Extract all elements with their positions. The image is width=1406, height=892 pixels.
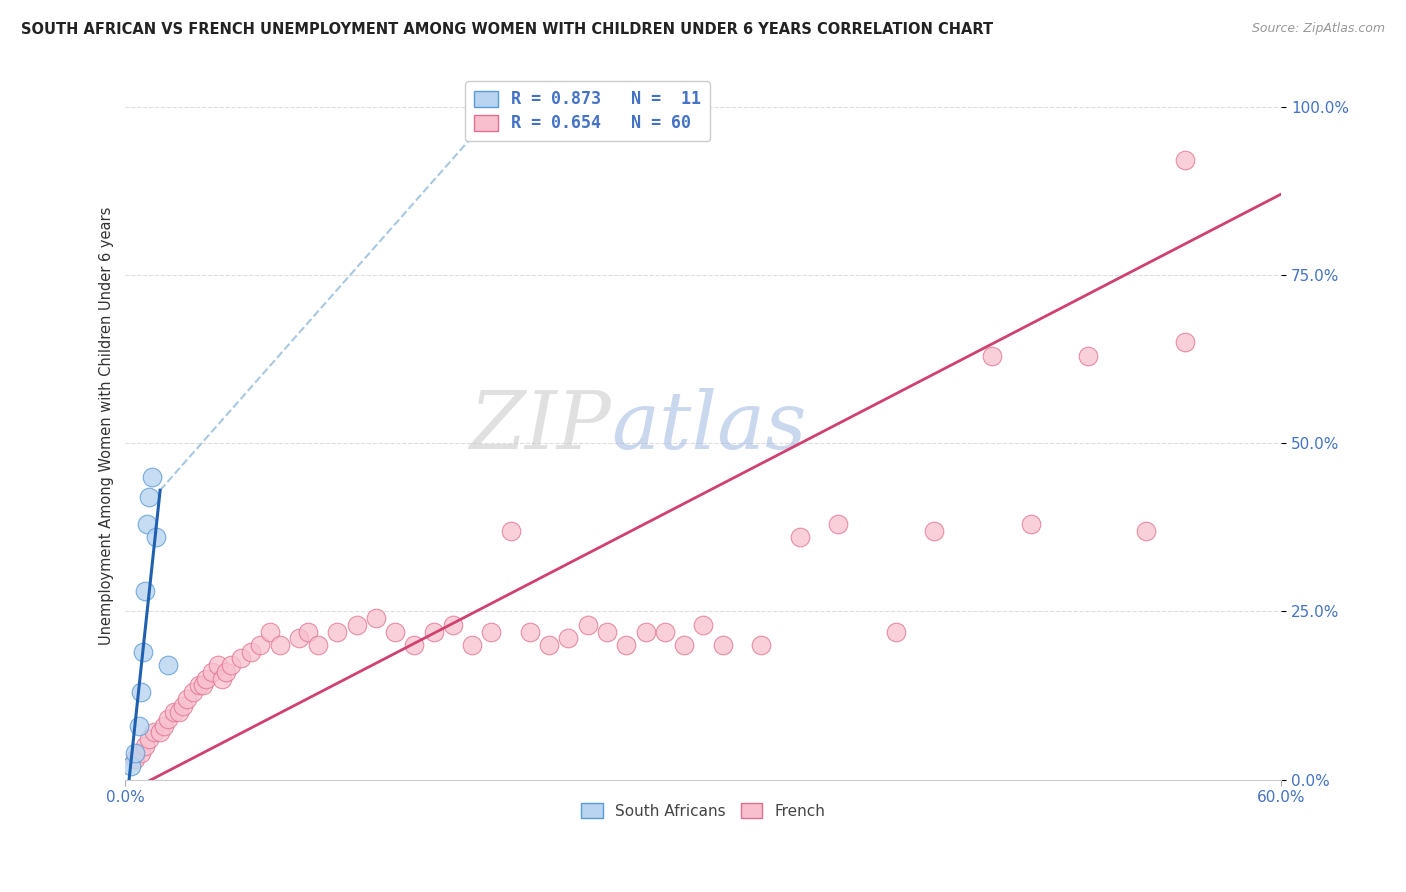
Point [538,638,561,652]
Point [138,490,160,504]
Point [132,645,155,659]
Point [576,617,599,632]
Point [404,638,426,652]
Point [120,759,142,773]
Point [364,611,387,625]
Point [614,638,637,652]
Point [827,516,849,531]
Point [239,645,262,659]
Point [134,739,156,753]
Point [384,624,406,639]
Text: ZIP: ZIP [470,387,610,465]
Point [1135,524,1157,538]
Point [162,706,184,720]
Point [297,624,319,639]
Point [201,665,224,679]
Point [187,678,209,692]
Text: atlas: atlas [610,387,806,465]
Point [143,725,166,739]
Point [176,691,198,706]
Point [172,698,194,713]
Point [422,624,444,639]
Point [138,732,160,747]
Point [307,638,329,652]
Point [129,746,152,760]
Point [1174,335,1197,350]
Point [169,706,191,720]
Point [214,665,236,679]
Point [634,624,657,639]
Point [481,624,503,639]
Point [981,349,1004,363]
Point [134,584,156,599]
Point [145,530,167,544]
Point [519,624,541,639]
Point [207,658,229,673]
Point [156,658,179,673]
Point [749,638,772,652]
Point [1174,153,1197,168]
Point [288,632,311,646]
Point [1019,516,1042,531]
Y-axis label: Unemployment Among Women with Children Under 6 years: Unemployment Among Women with Children U… [100,207,114,646]
Point [129,685,152,699]
Point [346,617,368,632]
Text: SOUTH AFRICAN VS FRENCH UNEMPLOYMENT AMONG WOMEN WITH CHILDREN UNDER 6 YEARS COR: SOUTH AFRICAN VS FRENCH UNEMPLOYMENT AMO… [21,22,993,37]
Point [326,624,349,639]
Point [181,685,204,699]
Point [135,516,157,531]
Point [124,752,146,766]
Point [673,638,696,652]
Point [156,712,179,726]
Point [124,746,146,760]
Point [221,658,243,673]
Point [249,638,271,652]
Point [924,524,946,538]
Point [259,624,281,639]
Point [441,617,464,632]
Point [711,638,734,652]
Point [128,719,150,733]
Point [211,672,233,686]
Point [557,632,579,646]
Point [884,624,907,639]
Point [229,651,252,665]
Point [149,725,172,739]
Point [499,524,522,538]
Text: Source: ZipAtlas.com: Source: ZipAtlas.com [1251,22,1385,36]
Point [191,678,214,692]
Point [1077,349,1099,363]
Legend: South Africans, French: South Africans, French [575,797,831,825]
Point [596,624,619,639]
Point [195,672,218,686]
Point [654,624,676,639]
Point [461,638,484,652]
Point [141,469,163,483]
Point [789,530,811,544]
Point [269,638,291,652]
Point [153,719,176,733]
Point [692,617,714,632]
